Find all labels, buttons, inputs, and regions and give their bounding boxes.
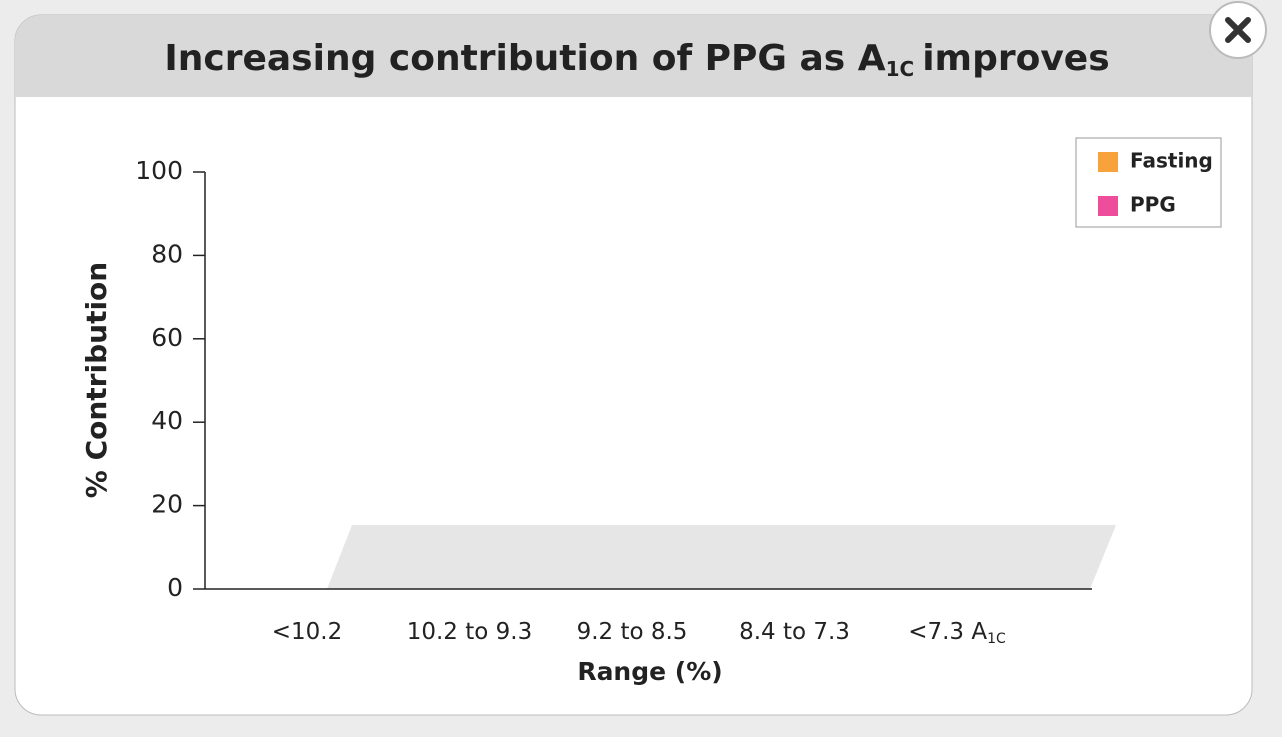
y-tick-label: 100	[135, 156, 183, 185]
legend-label: PPG	[1130, 193, 1176, 217]
y-tick-label: 0	[167, 573, 183, 602]
title-main: Increasing contribution of PPG as A	[164, 38, 885, 79]
x-tick-text: <10.2	[272, 619, 342, 645]
x-tick-text: 10.2 to 9.3	[407, 619, 533, 645]
x-tick-label: 8.4 to 7.3	[739, 619, 850, 645]
close-button[interactable]	[1209, 1, 1267, 59]
legend-swatch	[1098, 152, 1118, 172]
x-tick-label: <7.3 A1C	[908, 619, 1006, 648]
x-tick-subscript: 1C	[987, 631, 1006, 647]
chart-floor	[327, 525, 1116, 589]
header	[15, 15, 1252, 97]
x-tick-text: <7.3 A	[908, 619, 987, 645]
title-subscript: 1C	[886, 57, 915, 81]
chart-title: Increasing contribution of PPG as A1C imp…	[164, 38, 1109, 81]
x-tick-label: <10.2	[272, 619, 342, 645]
legend-label: Fasting	[1130, 149, 1213, 173]
x-tick-label: 10.2 to 9.3	[407, 619, 533, 645]
y-tick-label: 60	[151, 323, 183, 352]
title-suffix: improves	[922, 38, 1109, 79]
x-tick-text: 8.4 to 7.3	[739, 619, 850, 645]
y-tick-label: 80	[151, 239, 183, 268]
modal	[14, 14, 1253, 716]
y-tick-label: 20	[151, 490, 183, 519]
y-tick-label: 40	[151, 406, 183, 435]
legend-swatch	[1098, 196, 1118, 216]
x-tick-label: 9.2 to 8.5	[577, 619, 688, 645]
x-tick-text: 9.2 to 8.5	[577, 619, 688, 645]
y-axis-title: % Contribution	[80, 262, 113, 498]
x-axis-title: Range (%)	[577, 657, 722, 686]
